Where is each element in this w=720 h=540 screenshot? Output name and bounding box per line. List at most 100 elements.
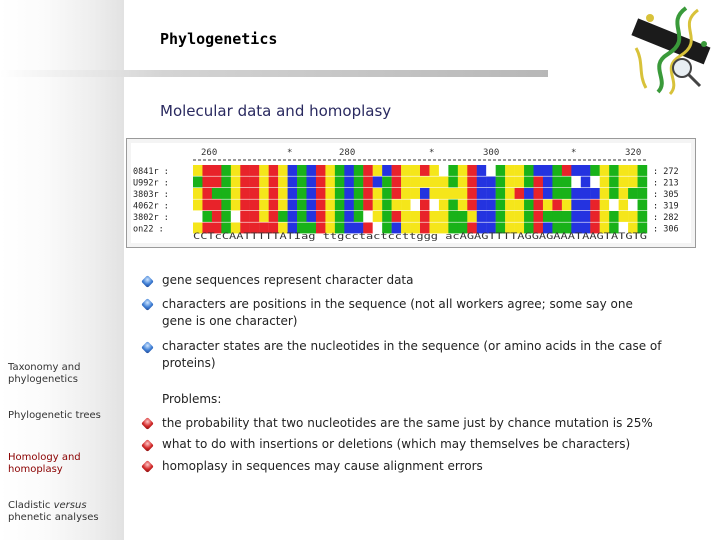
- alignment-cell: [211, 211, 222, 222]
- alignment-cell: [505, 211, 515, 222]
- alignment-cell: [240, 188, 250, 199]
- alignment-cell: [505, 176, 515, 188]
- alignment-cell: [297, 188, 307, 199]
- alignment-labels: 0841r :: 272 U992r :: 213 3803r :: 305 4062…: [133, 167, 679, 235]
- alignment-cell: [467, 211, 477, 222]
- alignment-cell: [401, 211, 411, 222]
- alignment-cell: [486, 176, 496, 188]
- alignment-cell: [561, 165, 572, 176]
- alignment-cell: [448, 176, 459, 188]
- alignment-cell: [542, 199, 553, 211]
- alignment-cell: [372, 188, 383, 199]
- sequence-name: 3803r :: [133, 190, 169, 200]
- alignment-cell: [514, 199, 525, 211]
- alignment-cell: [505, 199, 515, 211]
- alignment-cell: [211, 188, 222, 199]
- sidebar-item-homology[interactable]: Homology and homoplasy: [8, 452, 81, 475]
- alignment-cell: [353, 199, 364, 211]
- alignment-cell: [486, 199, 496, 211]
- alignment-cell: [259, 199, 269, 211]
- bullet-blue-icon: [141, 298, 154, 311]
- alignment-cell: [221, 188, 232, 199]
- alignment-cell: [230, 188, 241, 199]
- alignment-cell: [382, 211, 392, 222]
- alignment-cell: [580, 188, 591, 199]
- alignment-cell: [315, 165, 326, 176]
- alignment-cell: [306, 188, 317, 199]
- alignment-cell: [448, 211, 459, 222]
- alignment-cell: [599, 165, 610, 176]
- alignment-cell: [467, 188, 477, 199]
- alignment-cell: [334, 165, 345, 176]
- sidebar-item-cladistic[interactable]: Cladistic versus phenetic analyses: [8, 500, 120, 524]
- alignment-cell: [202, 211, 213, 222]
- alignment-cell: [315, 211, 326, 222]
- alignment-cell: [193, 211, 203, 222]
- alignment-cell: [363, 211, 373, 222]
- alignment-cell: [599, 211, 610, 222]
- alignment-cell: [590, 176, 600, 188]
- alignment-cell: [249, 176, 260, 188]
- alignment-cell: [495, 222, 506, 234]
- alignment-cell: [429, 222, 440, 234]
- alignment-cell: [268, 176, 279, 188]
- alignment-cell: [230, 165, 241, 176]
- alignment-cell: [609, 222, 619, 234]
- alignment-cell: [420, 199, 430, 211]
- alignment-cell: [495, 211, 506, 222]
- alignment-cell: [618, 165, 629, 176]
- alignment-cell: [571, 222, 581, 234]
- alignment-cell: [410, 222, 421, 234]
- alignment-cell: [457, 199, 468, 211]
- alignment-cell: [486, 188, 496, 199]
- sequence-end-position: : 272: [653, 167, 679, 177]
- alignment-cell: [448, 165, 459, 176]
- alignment-cell: [505, 188, 515, 199]
- alignment-cell: [297, 165, 307, 176]
- bullet-text: gene sequences represent character data: [162, 273, 414, 287]
- alignment-cell: [552, 165, 563, 176]
- sidebar-item-taxonomy[interactable]: Taxonomy and phylogenetics: [8, 362, 81, 385]
- alignment-cell: [391, 199, 402, 211]
- alignment-cell: [278, 165, 288, 176]
- sidebar-item-phylogenetic-trees[interactable]: Phylogenetic trees: [8, 410, 101, 421]
- sequence-end-position: : 319: [653, 202, 679, 212]
- alignment-cell: [580, 176, 591, 188]
- alignment-cell: [618, 222, 629, 234]
- alignment-cell: [344, 199, 354, 211]
- alignment-cell: [533, 176, 544, 188]
- alignment-cell: [306, 211, 317, 222]
- alignment-cell: [467, 176, 477, 188]
- alignment-cell: [561, 211, 572, 222]
- alignment-cell: [552, 188, 563, 199]
- sequence-end-position: : 306: [653, 225, 679, 235]
- alignment-cell: [221, 199, 232, 211]
- alignment-cell: [524, 211, 534, 222]
- alignment-cell: [476, 176, 487, 188]
- alignment-cell: [524, 199, 534, 211]
- alignment-cell: [438, 199, 449, 211]
- alignment-cell: [249, 222, 260, 234]
- alignment-cell: [278, 222, 288, 234]
- alignment-cell: [476, 188, 487, 199]
- alignment-cell: [420, 211, 430, 222]
- alignment-cell: [514, 176, 525, 188]
- alignment-cell: [420, 222, 430, 234]
- alignment-cell: [637, 211, 648, 222]
- alignment-cell: [268, 211, 279, 222]
- alignment-cell: [325, 222, 336, 234]
- alignment-cell: [429, 199, 440, 211]
- alignment-cell: [230, 199, 241, 211]
- sequence-end-position: : 282: [653, 213, 679, 223]
- sidebar-item-label-emphasis: versus: [53, 500, 87, 511]
- alignment-cell: [401, 188, 411, 199]
- alignment-cell: [268, 165, 279, 176]
- alignment-cell: [609, 188, 619, 199]
- alignment-cell: [410, 188, 421, 199]
- alignment-cell: [476, 165, 487, 176]
- alignment-cell: [249, 211, 260, 222]
- alignment-cell: [268, 222, 279, 234]
- alignment-cell: [259, 211, 269, 222]
- alignment-cell: [420, 165, 430, 176]
- alignment-cell: [495, 176, 506, 188]
